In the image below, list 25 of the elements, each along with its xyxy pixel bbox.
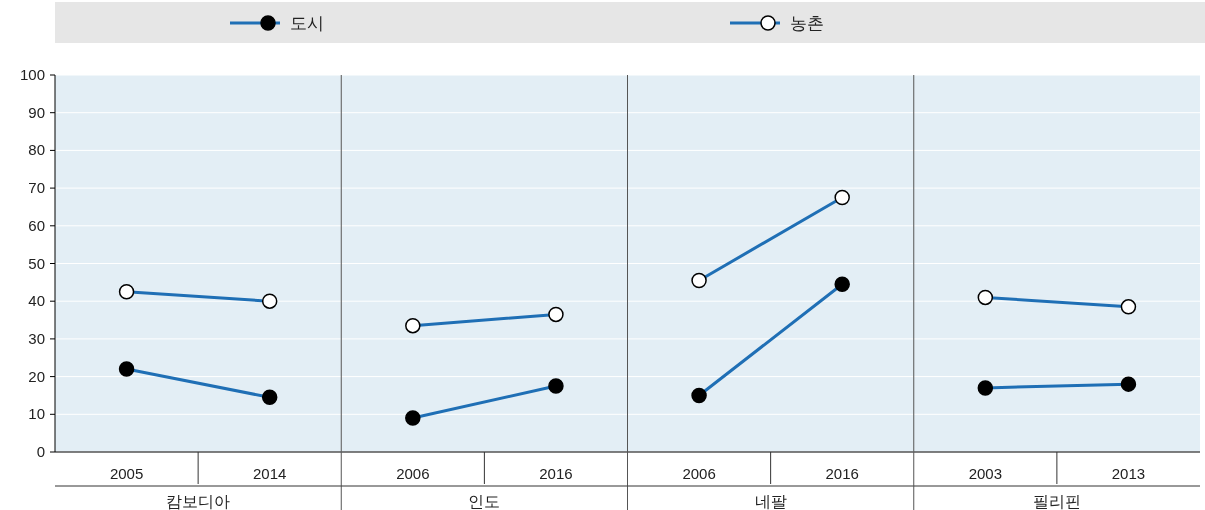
y-tick-label: 40 (28, 292, 45, 310)
y-tick-label: 50 (28, 254, 45, 272)
y-tick-label: 30 (28, 329, 45, 347)
x-tick-label: 2006 (396, 465, 430, 482)
y-tick-label: 90 (28, 103, 45, 121)
x-axis-title: 필리핀 (1032, 493, 1081, 510)
x-tick-label: 2006 (682, 465, 716, 482)
x-axis-title: 인도 (468, 493, 501, 510)
x-tick-label: 2014 (253, 465, 287, 482)
x-tick-label: 2016 (539, 465, 573, 482)
x-tick-label: 2005 (109, 465, 144, 482)
y-tick-label: 0 (36, 443, 45, 460)
x-tick-label: 2013 (1111, 465, 1146, 482)
legend-label: 도시 (290, 14, 324, 33)
x-axis-title: 캄보디아 (166, 493, 231, 510)
x-axis-title: 네팔 (754, 493, 787, 510)
y-tick-label: 80 (28, 141, 45, 159)
y-tick-label: 10 (28, 405, 45, 423)
x-tick-label: 2016 (825, 465, 859, 482)
y-tick-label: 70 (28, 179, 45, 197)
y-tick-label: 60 (28, 216, 45, 234)
x-tick-label: 2003 (968, 465, 1002, 482)
legend-label: 농촌 (790, 14, 824, 33)
y-tick-label: 20 (28, 367, 45, 385)
y-tick-label: 100 (19, 66, 45, 83)
